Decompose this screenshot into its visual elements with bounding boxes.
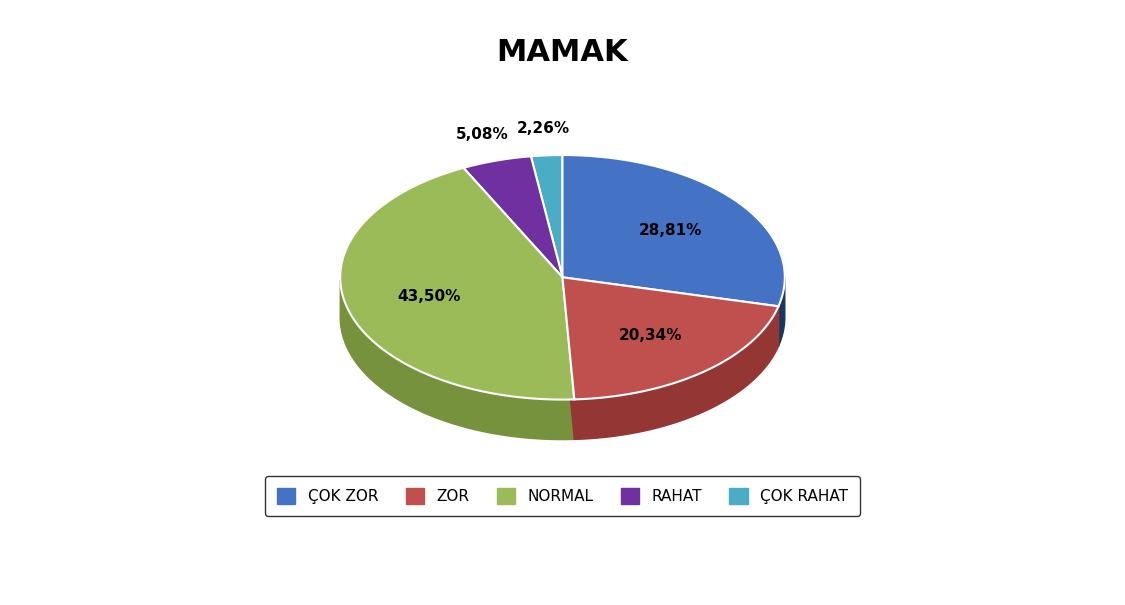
Polygon shape [562, 277, 778, 346]
Polygon shape [575, 306, 778, 439]
Polygon shape [562, 277, 778, 399]
Polygon shape [562, 155, 785, 306]
Polygon shape [340, 168, 575, 399]
Polygon shape [531, 155, 562, 277]
Polygon shape [562, 277, 778, 346]
Legend: ÇOK ZOR, ZOR, NORMAL, RAHAT, ÇOK RAHAT: ÇOK ZOR, ZOR, NORMAL, RAHAT, ÇOK RAHAT [264, 476, 861, 516]
Text: 43,50%: 43,50% [397, 289, 461, 304]
Text: 5,08%: 5,08% [456, 128, 509, 142]
Text: 20,34%: 20,34% [619, 328, 682, 343]
Text: MAMAK: MAMAK [497, 38, 628, 67]
Polygon shape [340, 280, 575, 440]
Polygon shape [562, 277, 575, 439]
Polygon shape [562, 277, 575, 439]
Polygon shape [778, 278, 785, 346]
Text: 28,81%: 28,81% [639, 223, 703, 238]
Text: 2,26%: 2,26% [516, 121, 569, 136]
Polygon shape [464, 156, 562, 277]
